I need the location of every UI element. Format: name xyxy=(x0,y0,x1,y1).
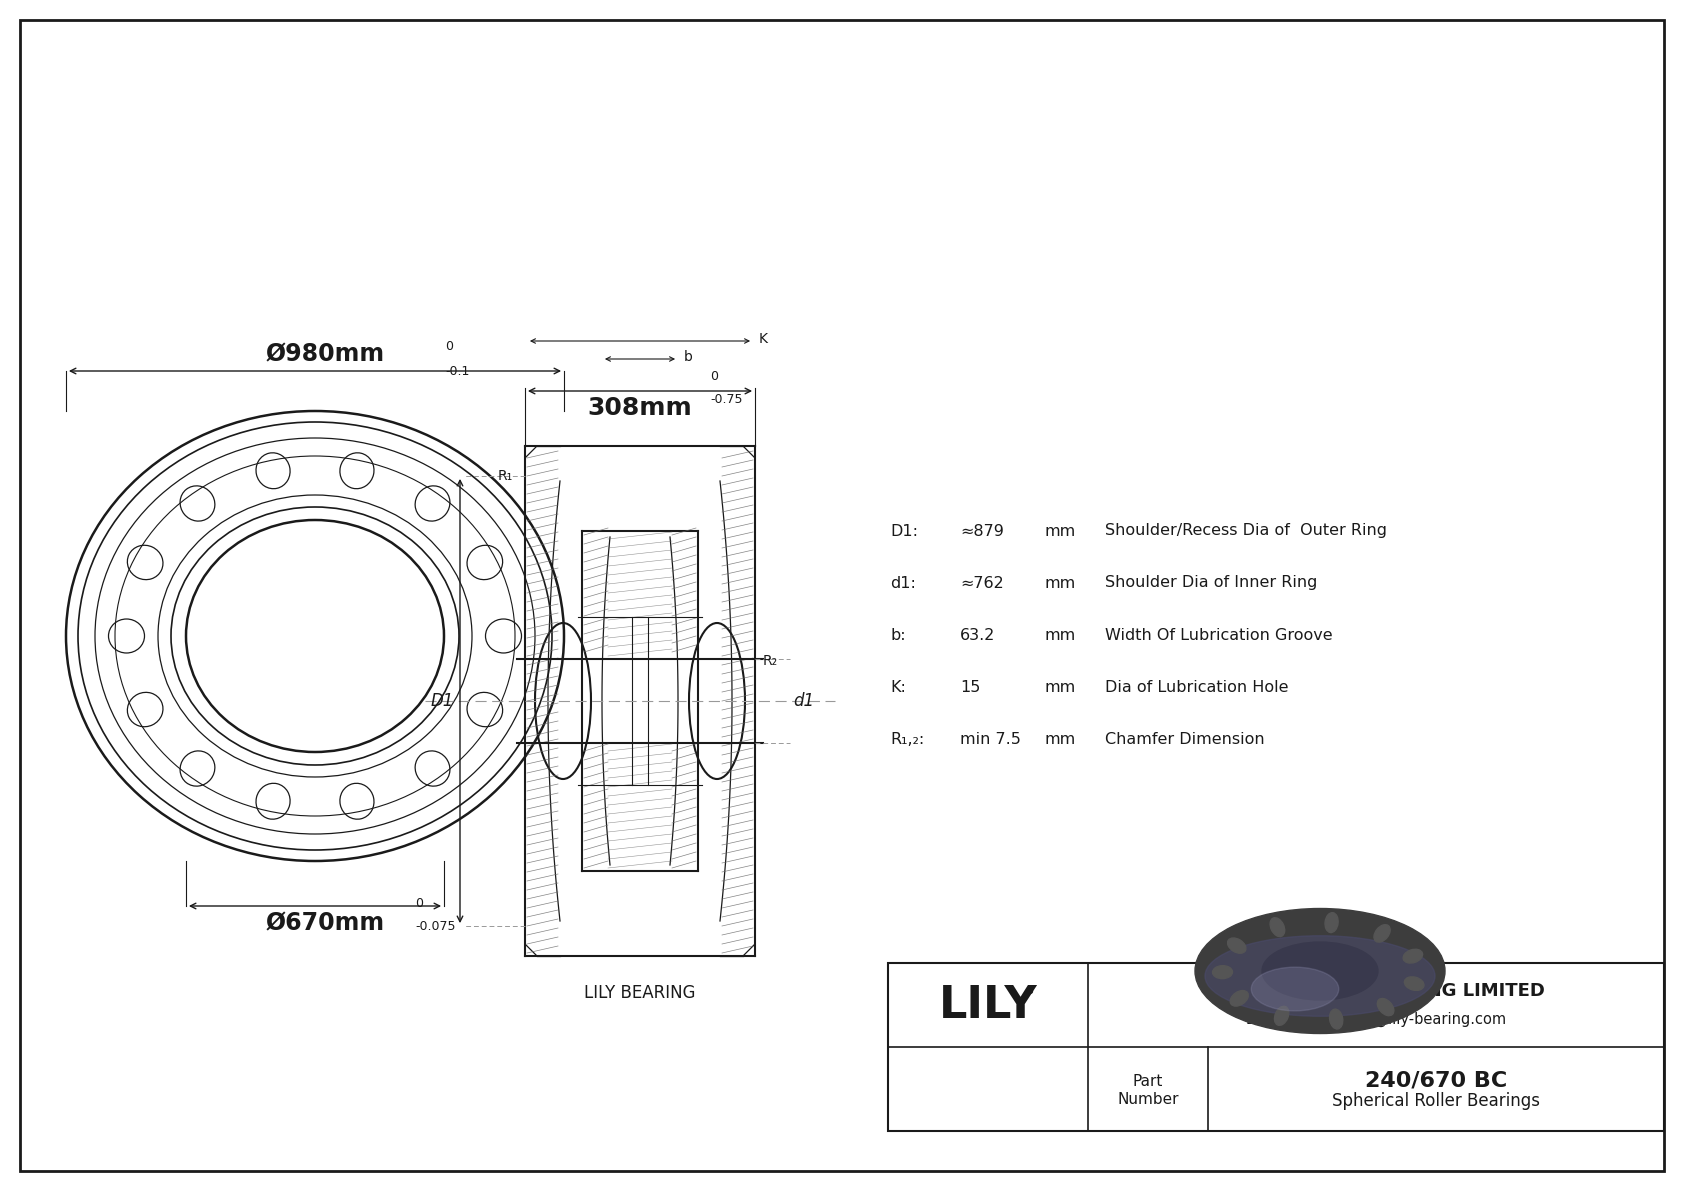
Text: b: b xyxy=(684,350,692,364)
Text: R₁: R₁ xyxy=(498,469,514,484)
Text: b:: b: xyxy=(891,628,906,642)
Ellipse shape xyxy=(1325,912,1339,933)
Text: LILY: LILY xyxy=(938,984,1037,1027)
Text: -0.75: -0.75 xyxy=(711,393,743,406)
Ellipse shape xyxy=(1275,1006,1288,1025)
Ellipse shape xyxy=(1251,967,1339,1011)
Text: 15: 15 xyxy=(960,680,980,694)
Text: Chamfer Dimension: Chamfer Dimension xyxy=(1105,731,1265,747)
Ellipse shape xyxy=(1330,1009,1342,1029)
Text: 308mm: 308mm xyxy=(588,395,692,420)
Text: d1: d1 xyxy=(793,692,813,710)
Text: Email: lilybearing@lily-bearing.com: Email: lilybearing@lily-bearing.com xyxy=(1246,1011,1505,1027)
Text: 63.2: 63.2 xyxy=(960,628,995,642)
Bar xyxy=(887,964,1664,1131)
Text: R₂: R₂ xyxy=(763,654,778,668)
Text: Ø980mm: Ø980mm xyxy=(266,342,384,366)
Ellipse shape xyxy=(1404,977,1425,991)
Text: K: K xyxy=(759,332,768,347)
Text: mm: mm xyxy=(1046,731,1076,747)
Text: 0: 0 xyxy=(445,339,453,353)
Ellipse shape xyxy=(1196,909,1445,1034)
Text: 0: 0 xyxy=(414,897,423,910)
Text: mm: mm xyxy=(1046,524,1076,538)
Text: D1: D1 xyxy=(431,692,455,710)
Text: SHANGHAI LILY BEARING LIMITED: SHANGHAI LILY BEARING LIMITED xyxy=(1207,983,1544,1000)
Text: 240/670 BC: 240/670 BC xyxy=(1364,1071,1507,1091)
Ellipse shape xyxy=(1261,942,1378,1000)
Text: d1:: d1: xyxy=(891,575,916,591)
Text: Spherical Roller Bearings: Spherical Roller Bearings xyxy=(1332,1092,1539,1110)
Text: K:: K: xyxy=(891,680,906,694)
Text: mm: mm xyxy=(1046,628,1076,642)
Ellipse shape xyxy=(1374,924,1391,942)
Text: Ø670mm: Ø670mm xyxy=(266,911,384,935)
Text: R₁,₂:: R₁,₂: xyxy=(891,731,925,747)
Text: Shoulder/Recess Dia of  Outer Ring: Shoulder/Recess Dia of Outer Ring xyxy=(1105,524,1388,538)
Ellipse shape xyxy=(1403,949,1423,964)
Text: Part: Part xyxy=(1133,1073,1164,1089)
Ellipse shape xyxy=(1228,939,1246,953)
Ellipse shape xyxy=(1378,998,1394,1016)
Ellipse shape xyxy=(1231,991,1248,1006)
Text: min 7.5: min 7.5 xyxy=(960,731,1021,747)
Ellipse shape xyxy=(1212,966,1233,979)
Text: -0.075: -0.075 xyxy=(414,919,455,933)
Text: mm: mm xyxy=(1046,680,1076,694)
Text: LILY BEARING: LILY BEARING xyxy=(584,984,695,1002)
Text: Dia of Lubrication Hole: Dia of Lubrication Hole xyxy=(1105,680,1288,694)
Text: D1:: D1: xyxy=(891,524,918,538)
Text: ≈879: ≈879 xyxy=(960,524,1004,538)
Text: mm: mm xyxy=(1046,575,1076,591)
Text: -0.1: -0.1 xyxy=(445,364,470,378)
Text: ≈762: ≈762 xyxy=(960,575,1004,591)
Ellipse shape xyxy=(1270,918,1285,936)
Text: Shoulder Dia of Inner Ring: Shoulder Dia of Inner Ring xyxy=(1105,575,1317,591)
Text: o: o xyxy=(1027,986,1034,996)
Text: Width Of Lubrication Groove: Width Of Lubrication Groove xyxy=(1105,628,1332,642)
Text: 0: 0 xyxy=(711,370,717,384)
Text: Number: Number xyxy=(1116,1091,1179,1106)
Ellipse shape xyxy=(1206,936,1435,1016)
